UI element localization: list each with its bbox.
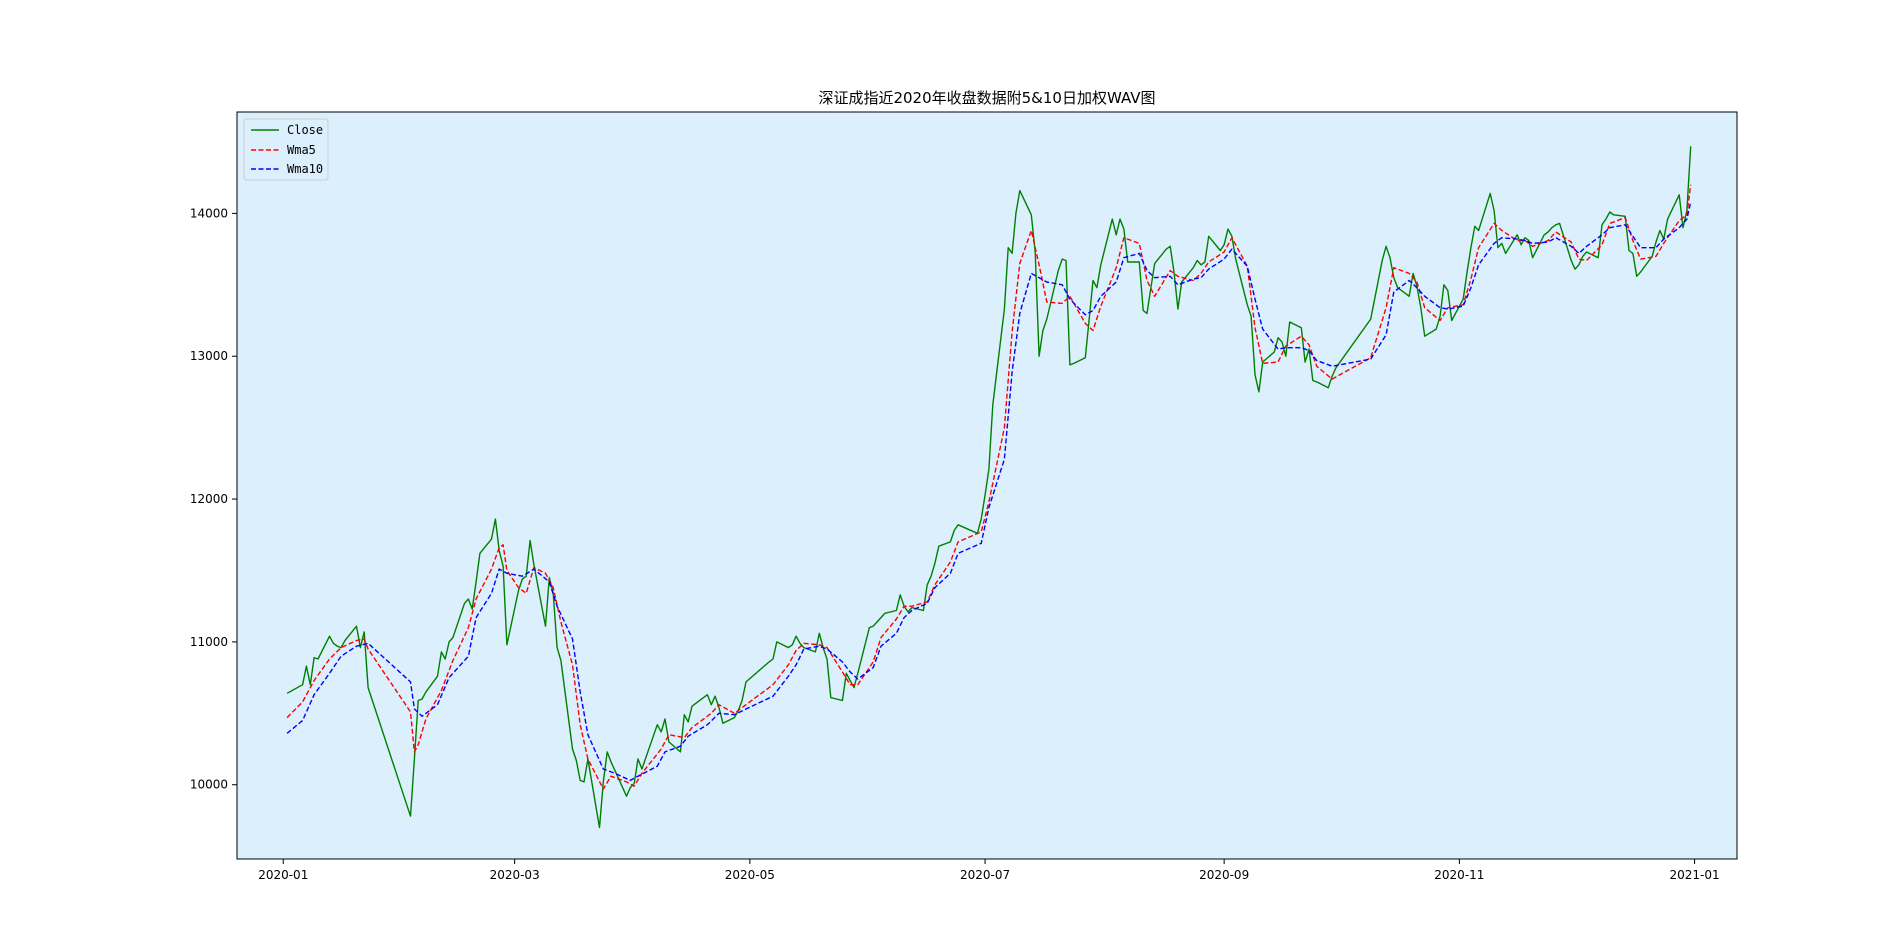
y-axis: 10000 11000 12000 13000 14000	[190, 206, 237, 792]
x-tick-label: 2020-03	[490, 868, 540, 882]
legend-label-wma5: Wma5	[287, 143, 316, 157]
x-tick-label: 2021-01	[1670, 868, 1720, 882]
x-axis: 2020-01 2020-03 2020-05 2020-07 2020-09 2020-…	[258, 859, 1720, 882]
x-tick-label: 2020-01	[258, 868, 308, 882]
x-tick-label: 2020-07	[960, 868, 1010, 882]
x-tick-label: 2020-05	[725, 868, 775, 882]
legend-box	[243, 118, 329, 181]
legend-label-wma10: Wma10	[287, 162, 323, 176]
series-layer	[286, 146, 1692, 829]
x-tick-label: 2020-09	[1199, 868, 1249, 882]
legend: Close Wma5 Wma10	[243, 118, 329, 181]
y-tick-label: 11000	[190, 635, 228, 649]
y-tick-label: 12000	[190, 492, 228, 506]
y-tick-label: 14000	[190, 206, 228, 220]
plot-frame	[236, 111, 1738, 860]
series-line-close	[286, 146, 1692, 829]
series-line-wma5	[286, 184, 1692, 790]
legend-label-close: Close	[287, 123, 323, 137]
y-tick-label: 10000	[190, 778, 228, 792]
x-tick-label: 2020-11	[1434, 868, 1484, 882]
chart-title: 深证成指近2020年收盘数据附5&10日加权WAV图	[818, 89, 1155, 107]
series-line-wma10	[286, 201, 1692, 782]
y-tick-label: 13000	[190, 349, 228, 363]
